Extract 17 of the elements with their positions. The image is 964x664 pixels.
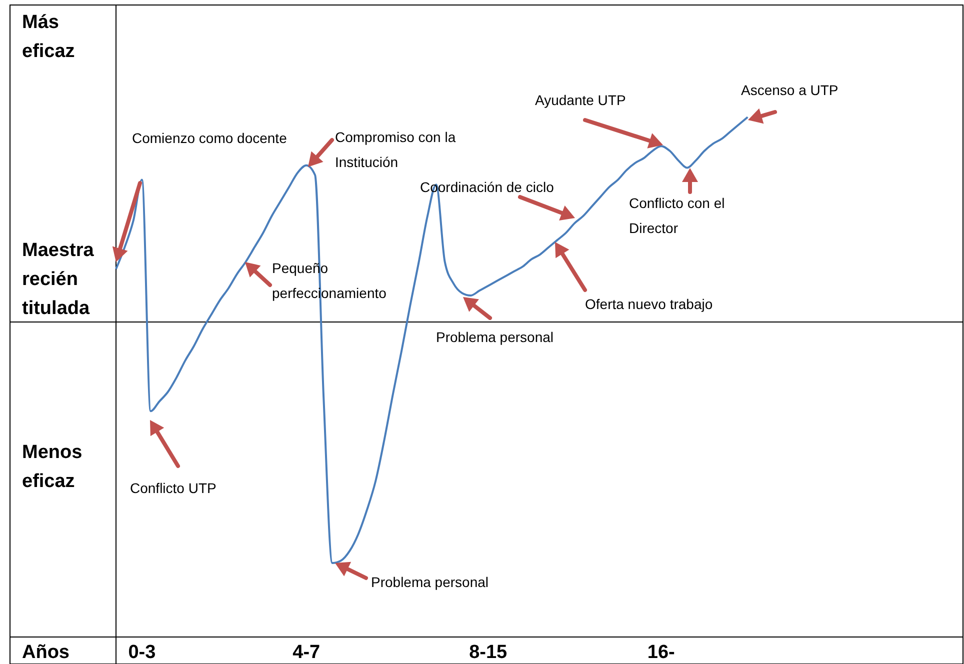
x-tick-label: 0-3 bbox=[128, 642, 156, 663]
text: Ayudante UTP bbox=[535, 92, 626, 108]
text: Ascenso a UTP bbox=[741, 82, 838, 98]
x-tick-label: 8-15 bbox=[469, 642, 508, 663]
annotation: Compromiso con la Institución bbox=[335, 129, 456, 170]
text: Más eficaz bbox=[22, 12, 75, 62]
annotation: Conflicto UTP bbox=[130, 480, 216, 496]
x-tick-label: 4-7 bbox=[292, 642, 320, 663]
annotation: Conflicto con el Director bbox=[629, 195, 725, 236]
x-axis-title: Años bbox=[22, 642, 70, 663]
text: Maestra recién titulada bbox=[22, 240, 94, 319]
annotation: Oferta nuevo trabajo bbox=[585, 296, 713, 312]
text: Problema personal bbox=[371, 574, 489, 590]
x-tick-label: 16- bbox=[647, 642, 675, 663]
annotation: Problema personal bbox=[436, 329, 554, 345]
text: Menos eficaz bbox=[22, 442, 82, 492]
annotation: Comienzo como docente bbox=[132, 130, 288, 146]
